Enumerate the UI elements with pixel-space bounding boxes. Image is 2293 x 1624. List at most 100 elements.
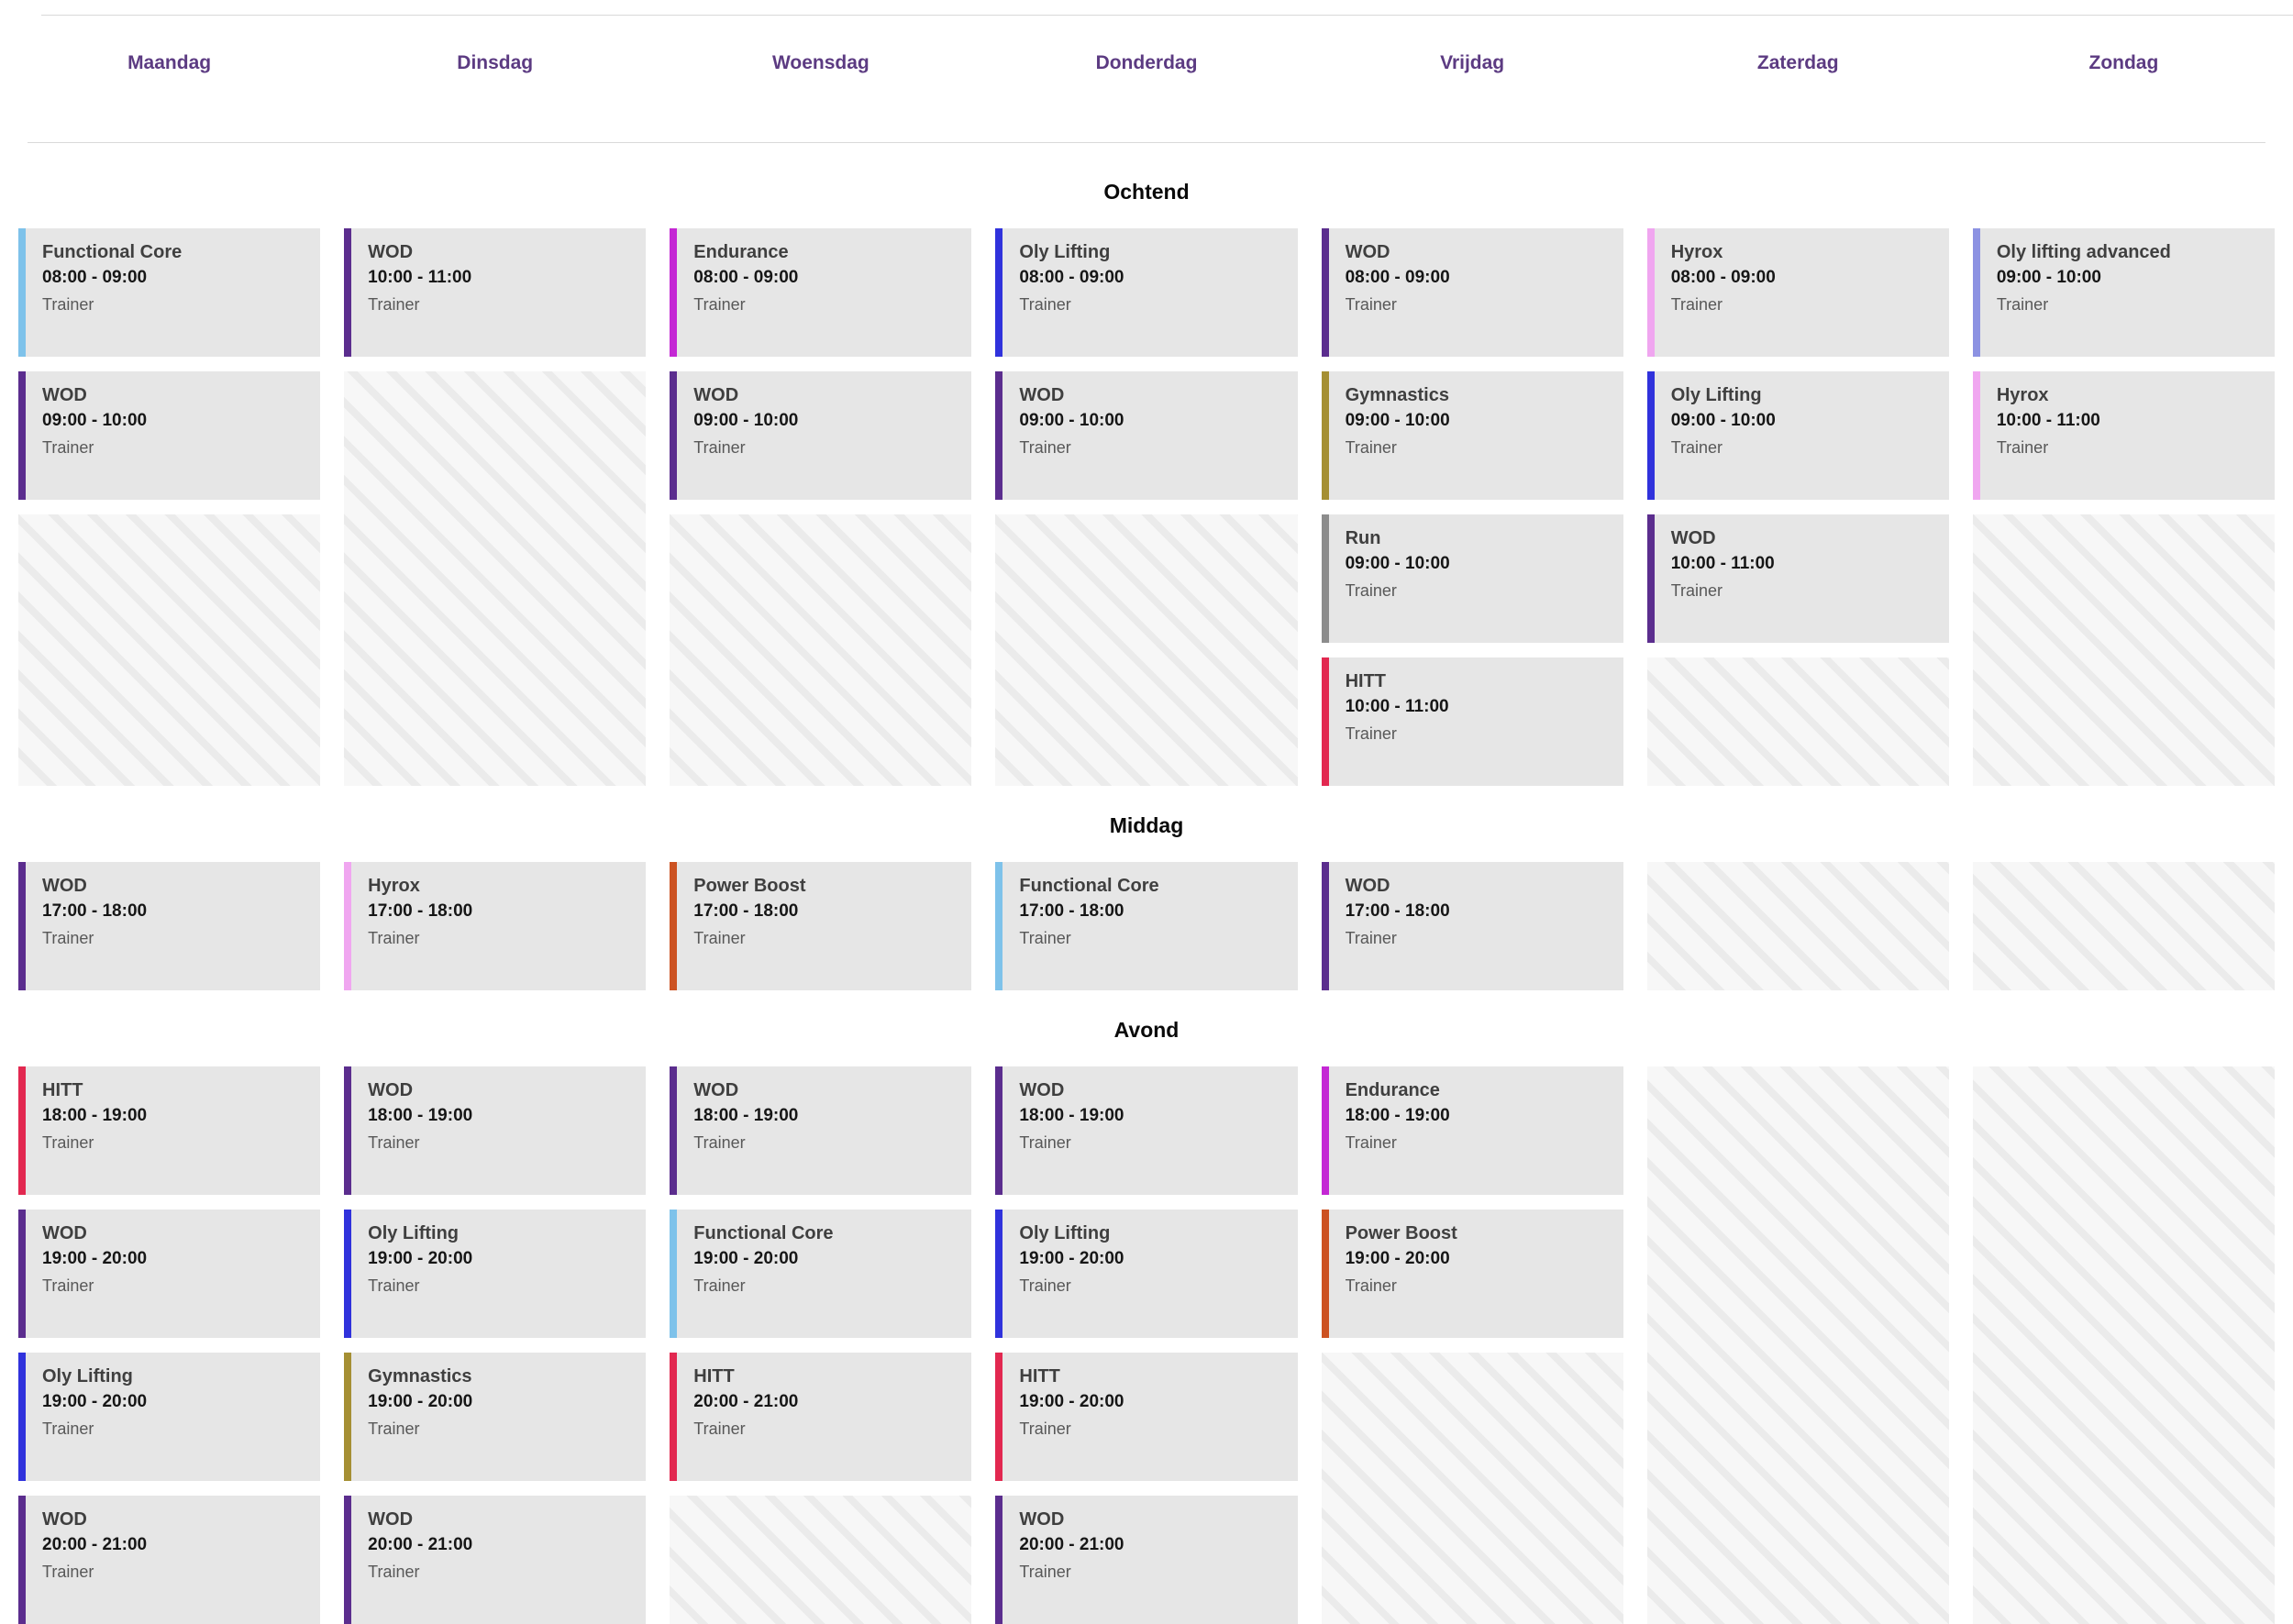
class-color-bar (344, 1210, 352, 1338)
class-card[interactable]: Endurance 18:00 - 19:00 Trainer (1321, 1066, 1623, 1195)
class-card[interactable]: WOD 20:00 - 21:00 Trainer (344, 1496, 647, 1624)
class-card[interactable]: Oly lifting advanced 09:00 - 10:00 Trainer (1972, 228, 2275, 357)
card-trainer: Trainer (1019, 437, 1071, 457)
class-card[interactable]: WOD 10:00 - 11:00 Trainer (344, 228, 647, 357)
class-card[interactable]: Gymnastics 09:00 - 10:00 Trainer (1321, 371, 1623, 500)
class-card[interactable]: Functional Core 17:00 - 18:00 Trainer (995, 862, 1298, 990)
class-card[interactable]: Functional Core 19:00 - 20:00 Trainer (670, 1210, 972, 1338)
card-title: Hyrox (368, 876, 420, 896)
card-trainer: Trainer (1019, 1132, 1071, 1152)
class-card[interactable]: Gymnastics 19:00 - 20:00 Trainer (344, 1353, 647, 1481)
card-trainer: Trainer (368, 294, 420, 314)
class-card[interactable]: WOD 17:00 - 18:00 Trainer (18, 862, 321, 990)
day-column-vrijdag-avond: Endurance 18:00 - 19:00 Trainer Power Boost… (1321, 1066, 1623, 1624)
class-color-bar (995, 228, 1003, 357)
card-time: 20:00 - 21:00 (693, 1392, 799, 1411)
card-title: Power Boost (1345, 1223, 1457, 1243)
card-time: 19:00 - 20:00 (1345, 1249, 1450, 1268)
class-color-bar (18, 862, 26, 990)
card-time: 08:00 - 09:00 (42, 268, 148, 287)
section-title-avond: Avond (1113, 1018, 1180, 1042)
class-card[interactable]: WOD 19:00 - 20:00 Trainer (18, 1210, 321, 1338)
card-time: 19:00 - 20:00 (42, 1249, 148, 1268)
empty-slot (1972, 514, 2275, 786)
card-title: Endurance (1345, 1080, 1440, 1100)
card-trainer: Trainer (693, 1419, 746, 1438)
card-time: 19:00 - 20:00 (368, 1392, 473, 1411)
card-title: WOD (368, 242, 414, 262)
class-card[interactable]: HITT 18:00 - 19:00 Trainer (18, 1066, 321, 1195)
day-column-donderdag-middag: Functional Core 17:00 - 18:00 Trainer (995, 862, 1298, 990)
card-time: 17:00 - 18:00 (368, 901, 473, 921)
card-trainer: Trainer (1345, 437, 1397, 457)
class-color-bar (670, 1210, 678, 1338)
class-card[interactable]: WOD 20:00 - 21:00 Trainer (18, 1496, 321, 1624)
card-time: 10:00 - 11:00 (1345, 697, 1449, 716)
day-column-maandag-middag: WOD 17:00 - 18:00 Trainer (18, 862, 321, 990)
class-card[interactable]: WOD 09:00 - 10:00 Trainer (18, 371, 321, 500)
empty-slot (1646, 862, 1949, 990)
card-trainer: Trainer (1670, 580, 1723, 600)
class-card[interactable]: WOD 18:00 - 19:00 Trainer (670, 1066, 972, 1195)
class-card[interactable]: HITT 20:00 - 21:00 Trainer (670, 1353, 972, 1481)
day-header-woensdag: Woensdag (771, 52, 870, 73)
card-time: 17:00 - 18:00 (693, 901, 799, 921)
class-color-bar (1972, 371, 1980, 500)
class-color-bar (995, 371, 1003, 500)
card-title: Oly lifting advanced (1996, 242, 2171, 262)
day-column-maandag-ochtend: Functional Core 08:00 - 09:00 Trainer WOD 09… (18, 228, 321, 786)
class-card[interactable]: Hyrox 08:00 - 09:00 Trainer (1646, 228, 1949, 357)
card-trainer: Trainer (368, 1562, 420, 1581)
class-card[interactable]: Run 09:00 - 10:00 Trainer (1321, 514, 1623, 643)
card-title: HITT (42, 1080, 83, 1100)
card-trainer: Trainer (1345, 928, 1397, 947)
class-color-bar (18, 228, 26, 357)
class-card[interactable]: Hyrox 17:00 - 18:00 Trainer (344, 862, 647, 990)
class-card[interactable]: HITT 19:00 - 20:00 Trainer (995, 1353, 1298, 1481)
class-card[interactable]: WOD 18:00 - 19:00 Trainer (995, 1066, 1298, 1195)
card-trainer: Trainer (1019, 1562, 1071, 1581)
class-color-bar (995, 1066, 1003, 1195)
class-card[interactable]: Oly Lifting 19:00 - 20:00 Trainer (344, 1210, 647, 1338)
class-color-bar (995, 862, 1003, 990)
class-card[interactable]: Oly Lifting 08:00 - 09:00 Trainer (995, 228, 1298, 357)
card-trainer: Trainer (693, 928, 746, 947)
class-card[interactable]: WOD 10:00 - 11:00 Trainer (1646, 514, 1949, 643)
class-card[interactable]: WOD 20:00 - 21:00 Trainer (995, 1496, 1298, 1624)
class-card[interactable]: Hyrox 10:00 - 11:00 Trainer (1972, 371, 2275, 500)
class-card[interactable]: Functional Core 08:00 - 09:00 Trainer (18, 228, 321, 357)
empty-slot (1646, 657, 1949, 786)
card-title: Oly Lifting (1019, 1223, 1111, 1243)
card-trainer: Trainer (368, 1132, 420, 1152)
class-card[interactable]: WOD 18:00 - 19:00 Trainer (344, 1066, 647, 1195)
class-color-bar (995, 1496, 1003, 1624)
card-title: Gymnastics (368, 1366, 472, 1386)
class-card[interactable]: Oly Lifting 09:00 - 10:00 Trainer (1646, 371, 1949, 500)
class-card[interactable]: WOD 08:00 - 09:00 Trainer (1321, 228, 1623, 357)
card-title: Functional Core (1019, 876, 1159, 896)
class-card[interactable]: WOD 09:00 - 10:00 Trainer (995, 371, 1298, 500)
class-card[interactable]: HITT 10:00 - 11:00 Trainer (1321, 657, 1623, 786)
class-card[interactable]: Oly Lifting 19:00 - 20:00 Trainer (18, 1353, 321, 1481)
card-time: 09:00 - 10:00 (1019, 411, 1124, 430)
card-time: 09:00 - 10:00 (1345, 554, 1450, 573)
card-trainer: Trainer (368, 928, 420, 947)
class-card[interactable]: Endurance 08:00 - 09:00 Trainer (670, 228, 972, 357)
card-title: HITT (693, 1366, 735, 1386)
card-trainer: Trainer (1019, 1276, 1071, 1295)
card-time: 18:00 - 19:00 (693, 1106, 799, 1125)
class-card[interactable]: WOD 09:00 - 10:00 Trainer (670, 371, 972, 500)
class-card[interactable]: Oly Lifting 19:00 - 20:00 Trainer (995, 1210, 1298, 1338)
card-time: 20:00 - 21:00 (368, 1535, 473, 1554)
card-title: WOD (42, 1223, 87, 1243)
card-title: WOD (1019, 1509, 1065, 1530)
class-card[interactable]: Power Boost 19:00 - 20:00 Trainer (1321, 1210, 1623, 1338)
card-trainer: Trainer (1019, 1419, 1071, 1438)
card-trainer: Trainer (368, 1419, 420, 1438)
class-card[interactable]: WOD 17:00 - 18:00 Trainer (1321, 862, 1623, 990)
card-trainer: Trainer (1670, 437, 1723, 457)
card-title: WOD (1670, 528, 1716, 548)
class-card[interactable]: Power Boost 17:00 - 18:00 Trainer (670, 862, 972, 990)
class-color-bar (1321, 1066, 1329, 1195)
class-color-bar (1321, 514, 1329, 643)
